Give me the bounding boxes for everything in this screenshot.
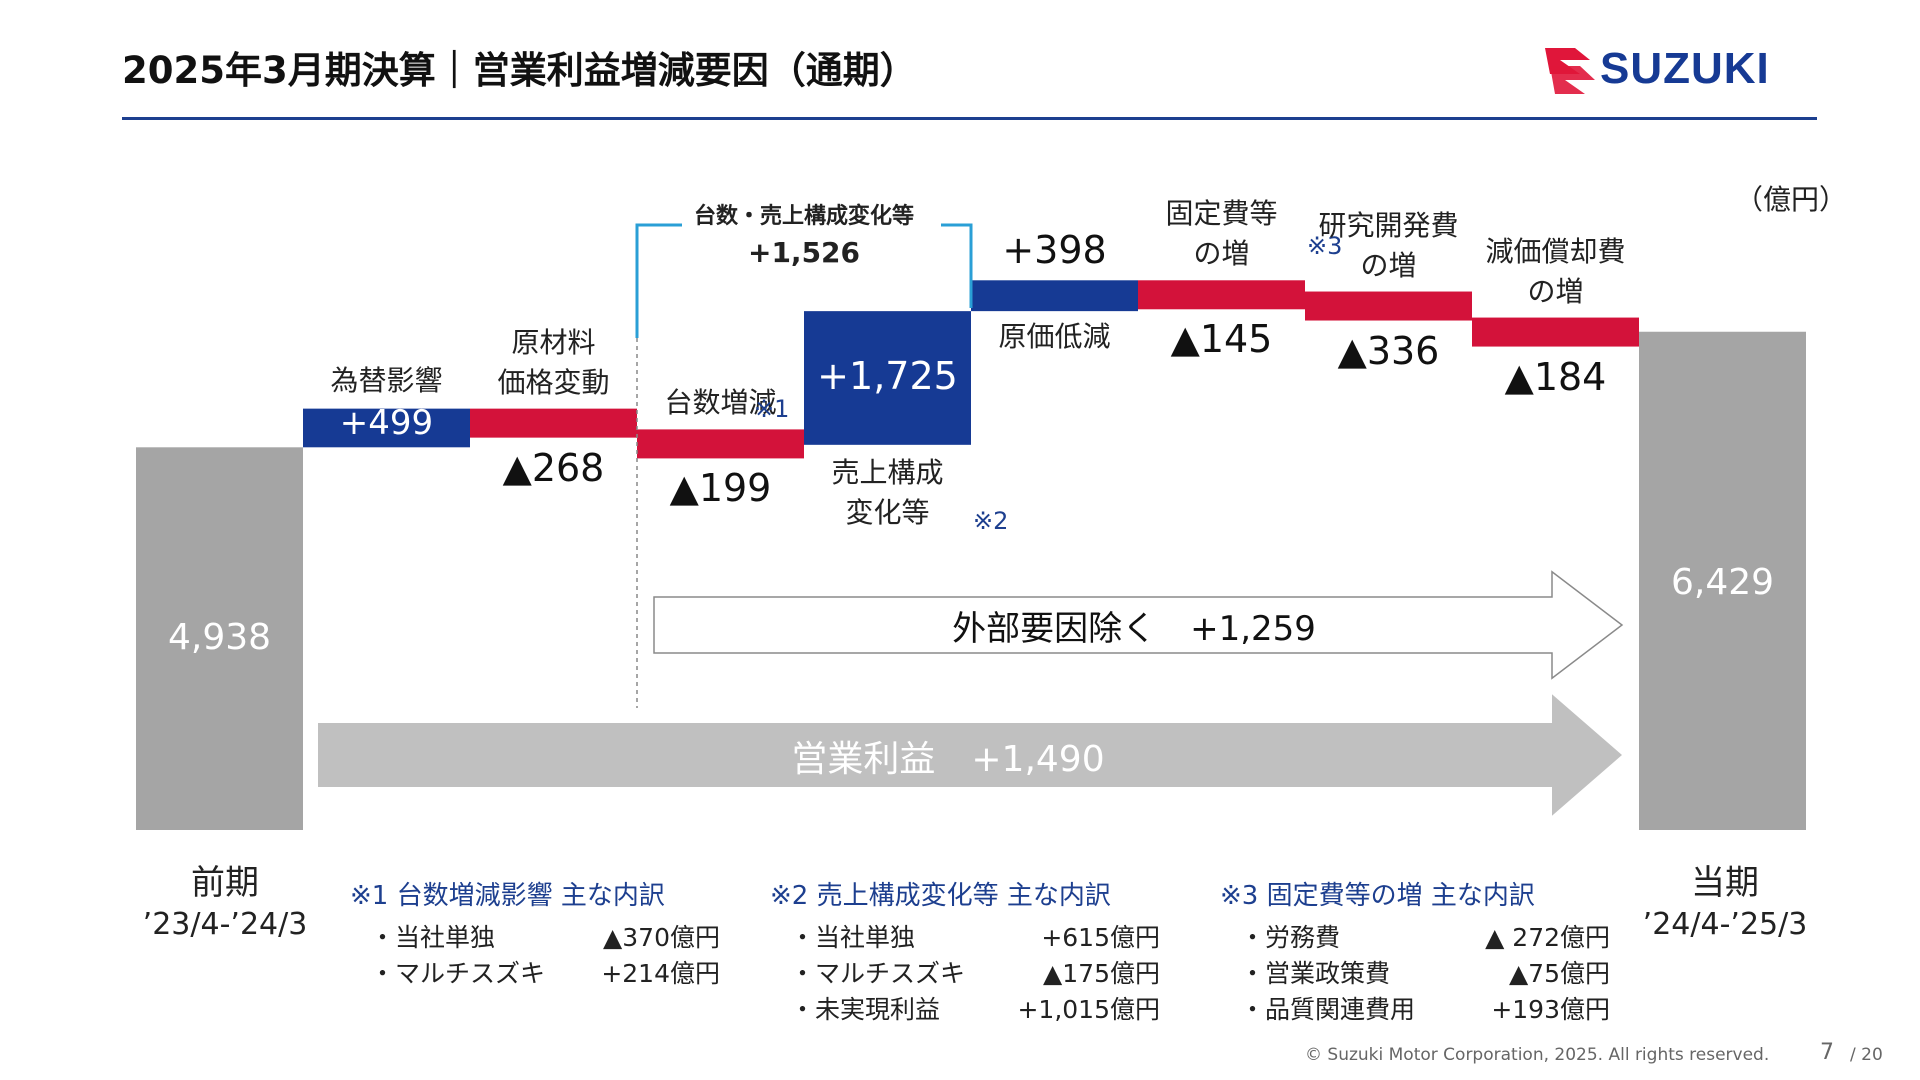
note-row: ・品質関連費用 +193億円 [1240, 995, 1610, 1024]
note-title: ※2 売上構成変化等 主な内訳 [770, 881, 1111, 911]
bar-value-label: +1,725 [817, 353, 958, 398]
note-3: ※3 固定費等の増 主な内訳 ・労務費 ▲ 272億円 ・営業政策費 ▲75億円 ・… [1220, 875, 1610, 1026]
decrease-bar [1305, 291, 1472, 321]
increase-bar [971, 280, 1138, 312]
header-divider [122, 117, 1817, 120]
operating-profit-arrow-label: 営業利益 +1,490 [791, 739, 1105, 780]
step-label: 固定費等 の増 [1165, 197, 1278, 271]
bar-value-label: ▲184 [1504, 354, 1607, 399]
increase-bar [303, 408, 470, 448]
step-label: 台数増減 [664, 386, 777, 420]
step-label: 原材料 価格変動 [497, 325, 610, 399]
note-row: ・未実現利益 +1,015億円 [790, 995, 1160, 1024]
step-label: 減価償却費 の増 [1485, 234, 1626, 308]
note-row: ・当社単独 +615億円 [790, 923, 1160, 952]
prev-period-range: ’23/4-’24/3 [142, 907, 308, 942]
note-row: ・マルチスズキ ▲175億円 [790, 959, 1160, 988]
note-2: ※2 売上構成変化等 主な内訳 ・当社単独 +615億円 ・マルチスズキ ▲175億… [770, 875, 1160, 1026]
prev-period-name: 前期 [191, 863, 259, 903]
page-total: / 20 [1850, 1045, 1883, 1065]
bar-value-label: ▲336 [1337, 328, 1440, 373]
note-title: ※3 固定費等の増 主な内訳 [1220, 881, 1535, 911]
curr-period-name: 当期 [1691, 863, 1759, 903]
total-bar [1639, 331, 1806, 830]
note-reference: ※2 [973, 506, 1009, 535]
step-label: 研究開発費 の増 [1318, 208, 1459, 282]
note-row: ・労務費 ▲ 272億円 [1240, 923, 1610, 952]
decrease-bar [1138, 280, 1305, 310]
decrease-bar [637, 429, 804, 459]
note-title: ※1 台数増減影響 主な内訳 [350, 881, 665, 911]
bar-value-label: +499 [339, 402, 434, 443]
note-reference: ※3 [1307, 232, 1343, 261]
bar-value-label: ▲268 [502, 445, 605, 490]
page-number: 7 [1820, 1040, 1834, 1065]
external-arrow-label: 外部要因除く +1,259 [952, 609, 1316, 649]
step-label: 売上構成 変化等 [831, 455, 944, 529]
suzuki-logo-icon [1545, 48, 1595, 94]
bracket-label: 台数・売上構成変化等 [693, 204, 914, 229]
bar-value-label: ▲199 [669, 466, 772, 511]
bracket-value: +1,526 [747, 236, 861, 269]
note-row: ・マルチスズキ +214億円 [370, 959, 720, 988]
page-title: 2025年3月期決算｜営業利益増減要因（通期） [122, 49, 917, 92]
prev-period-label: 前期 ’23/4-’24/3 [130, 862, 320, 946]
note-reference: ※1 [754, 395, 790, 424]
total-bar [136, 447, 303, 830]
note-row: ・営業政策費 ▲75億円 [1240, 959, 1610, 988]
bar-value-label: ▲145 [1170, 317, 1273, 362]
bar-value-label: +398 [1002, 228, 1107, 273]
operating-profit-arrow [318, 694, 1622, 816]
curr-period-range: ’24/4-’25/3 [1642, 907, 1808, 942]
curr-period-label: 当期 ’24/4-’25/3 [1630, 862, 1820, 946]
step-label: 為替影響 [330, 363, 443, 397]
copyright: © Suzuki Motor Corporation, 2025. All ri… [1305, 1045, 1770, 1065]
total-value-label: 4,938 [167, 617, 272, 659]
bracket-line [635, 223, 973, 338]
total-value-label: 6,429 [1670, 561, 1775, 603]
external-arrow [653, 570, 1624, 680]
brand-name: SUZUKI [1600, 44, 1770, 93]
note-row: ・当社単独 ▲370億円 [370, 923, 720, 952]
note-1: ※1 台数増減影響 主な内訳 ・当社単独 ▲370億円 ・マルチスズキ +214億円 [350, 875, 720, 990]
step-label: 原価低減 [998, 320, 1111, 354]
decrease-bar [470, 408, 637, 438]
increase-bar [804, 311, 971, 445]
unit-label: （億円） [1735, 183, 1848, 216]
decrease-bar [1472, 317, 1639, 347]
